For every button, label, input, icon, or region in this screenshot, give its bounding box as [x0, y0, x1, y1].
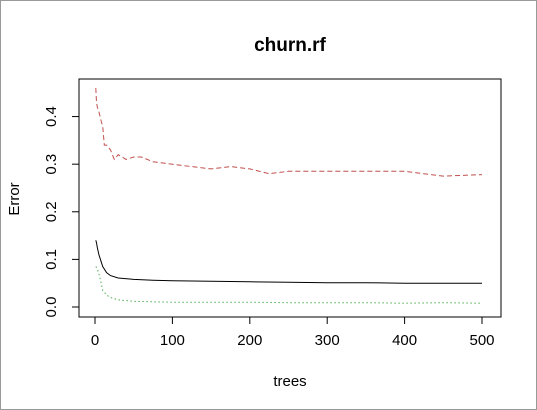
x-tick-label: 500	[469, 332, 494, 349]
chart-title: churn.rf	[254, 35, 326, 56]
series-line-3	[95, 266, 483, 304]
plot-box	[78, 78, 502, 318]
x-tick-label: 300	[315, 332, 340, 349]
y-tick-label: 0.1	[43, 249, 60, 270]
series-layer	[95, 87, 483, 304]
y-tick-label: 0.4	[43, 106, 60, 127]
x-axis: 0 100 200 300 400 500	[91, 316, 495, 349]
y-tick-label: 0.2	[43, 201, 60, 222]
y-axis: 0.0 0.1 0.2 0.3 0.4	[43, 106, 80, 318]
x-axis-label: trees	[273, 373, 306, 390]
y-tick-label: 0.3	[43, 154, 60, 175]
series-line-2	[95, 87, 483, 177]
x-tick-label: 0	[91, 332, 99, 349]
series-line-1	[95, 240, 482, 284]
x-tick-label: 200	[237, 332, 262, 349]
y-axis-label: Error	[6, 182, 23, 215]
x-tick-label: 400	[392, 332, 417, 349]
y-tick-label: 0.0	[43, 297, 60, 318]
x-tick-label: 100	[160, 332, 185, 349]
